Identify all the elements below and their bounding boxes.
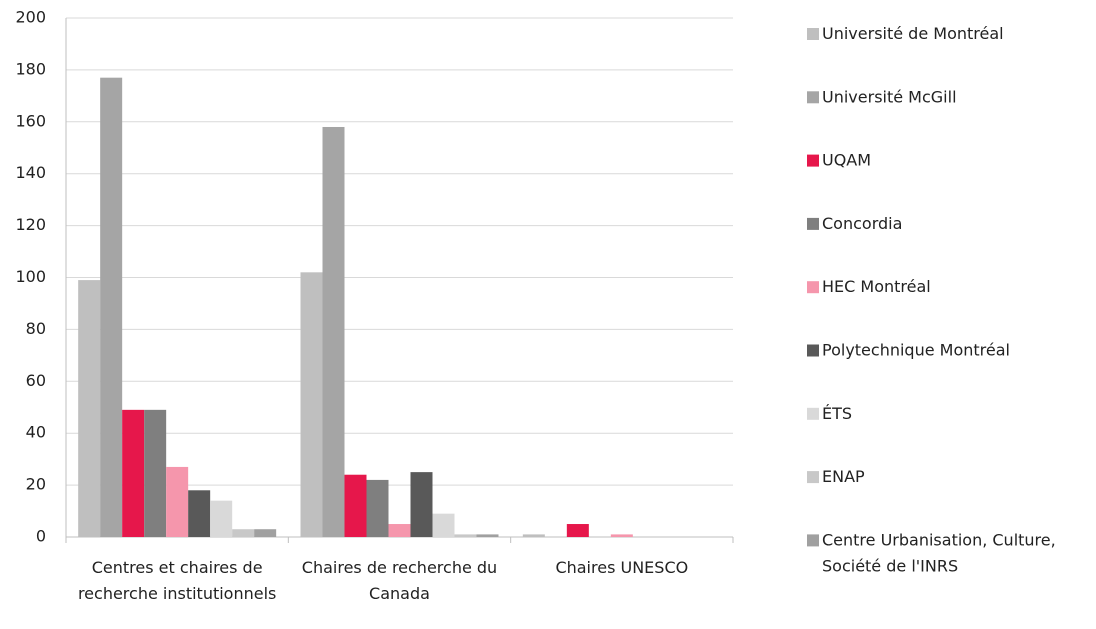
bar: [188, 490, 211, 537]
legend-swatch: [807, 28, 819, 40]
y-tick-label: 60: [26, 371, 46, 390]
bar: [210, 500, 233, 537]
legend-swatch: [807, 154, 819, 167]
x-tick-label: Chaires UNESCO: [555, 558, 688, 577]
legend-label: Université McGill: [822, 87, 957, 106]
legend-label: ENAP: [822, 467, 865, 486]
legend-label: Université de Montréal: [822, 24, 1004, 43]
x-tick-label: Centres et chaires de recherche instituti…: [78, 558, 276, 603]
bar: [388, 524, 411, 537]
bar: [432, 513, 455, 537]
bar: [366, 479, 389, 537]
bar: [254, 529, 277, 537]
legend-label: Concordia: [822, 213, 902, 232]
y-tick-label: 20: [26, 475, 46, 494]
y-tick-label: 40: [26, 423, 46, 442]
y-tick-label: 160: [15, 111, 46, 130]
legend-label: UQAM: [822, 150, 871, 169]
bar: [122, 409, 145, 537]
legend-swatch: [807, 471, 819, 484]
x-tick-label: Chaires de recherche du Canada: [302, 558, 497, 603]
legend-swatch: [807, 217, 819, 230]
bar: [166, 466, 189, 537]
legend-swatch: [807, 281, 819, 294]
bar: [300, 272, 323, 537]
legend-label: Polytechnique Montréal: [822, 340, 1010, 359]
bar: [566, 524, 589, 537]
y-tick-label: 140: [15, 163, 46, 182]
y-tick-label: 180: [15, 59, 46, 78]
y-tick-label: 200: [15, 8, 46, 27]
bar: [476, 534, 499, 537]
legend-label: ÉTS: [822, 403, 852, 422]
bar: [232, 529, 255, 537]
bar: [454, 534, 477, 537]
y-tick-label: 0: [36, 527, 46, 546]
y-tick-label: 100: [15, 267, 46, 286]
legend-swatch: [807, 344, 819, 357]
bar: [344, 474, 367, 537]
legend-swatch: [807, 534, 819, 547]
y-tick-label: 80: [26, 319, 46, 338]
legend-label: Centre Urbanisation, Culture, Société de …: [822, 530, 1056, 575]
bar: [610, 534, 633, 537]
legend-swatch: [807, 407, 819, 420]
bar: [100, 77, 123, 537]
bar: [522, 534, 545, 537]
bar: [78, 280, 101, 537]
bar: [144, 409, 167, 537]
y-tick-label: 120: [15, 215, 46, 234]
legend-swatch: [807, 91, 819, 104]
legend-label: HEC Montréal: [822, 277, 931, 296]
bar: [322, 126, 345, 538]
bar: [410, 472, 433, 537]
